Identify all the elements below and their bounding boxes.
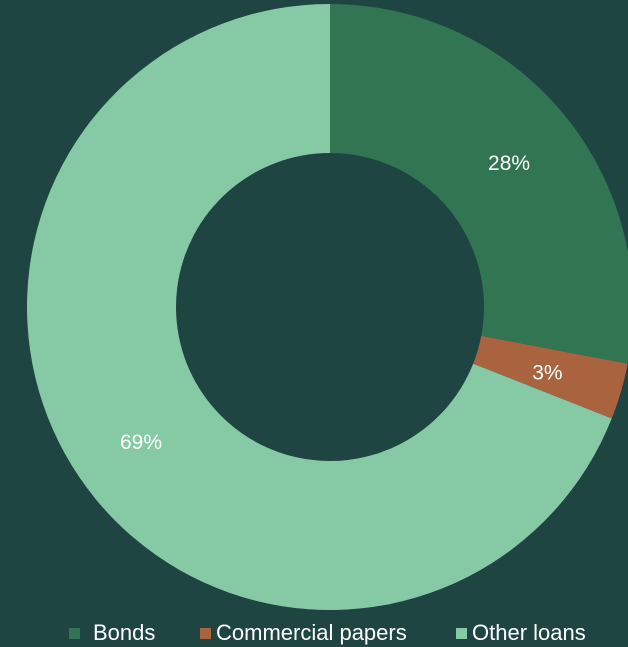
legend-label-other-loans: Other loans: [472, 620, 586, 645]
donut-slices: [27, 4, 628, 611]
data-label-bonds: 28%: [488, 152, 530, 175]
legend-label-commercial-papers: Commercial papers: [216, 620, 407, 645]
legend-swatch-bonds: [69, 627, 80, 639]
data-label-other-loans: 69%: [120, 431, 162, 454]
chart-legend: Bonds Commercial papers Other loans: [0, 619, 628, 647]
slice-bonds: [330, 4, 628, 364]
legend-item-other-loans: Other loans: [456, 619, 586, 647]
legend-item-commercial-papers: Commercial papers: [200, 619, 407, 647]
legend-swatch-commercial-papers: [200, 627, 211, 639]
legend-swatch-other-loans: [456, 627, 467, 639]
legend-label-bonds: Bonds: [93, 620, 156, 645]
slice-other-loans: [27, 4, 612, 611]
donut-data-labels: 28% 3% 69%: [120, 152, 563, 454]
legend-item-bonds: Bonds: [69, 619, 155, 647]
slice-commercial-papers: [473, 335, 628, 419]
data-label-commercial-papers: 3%: [532, 361, 562, 384]
